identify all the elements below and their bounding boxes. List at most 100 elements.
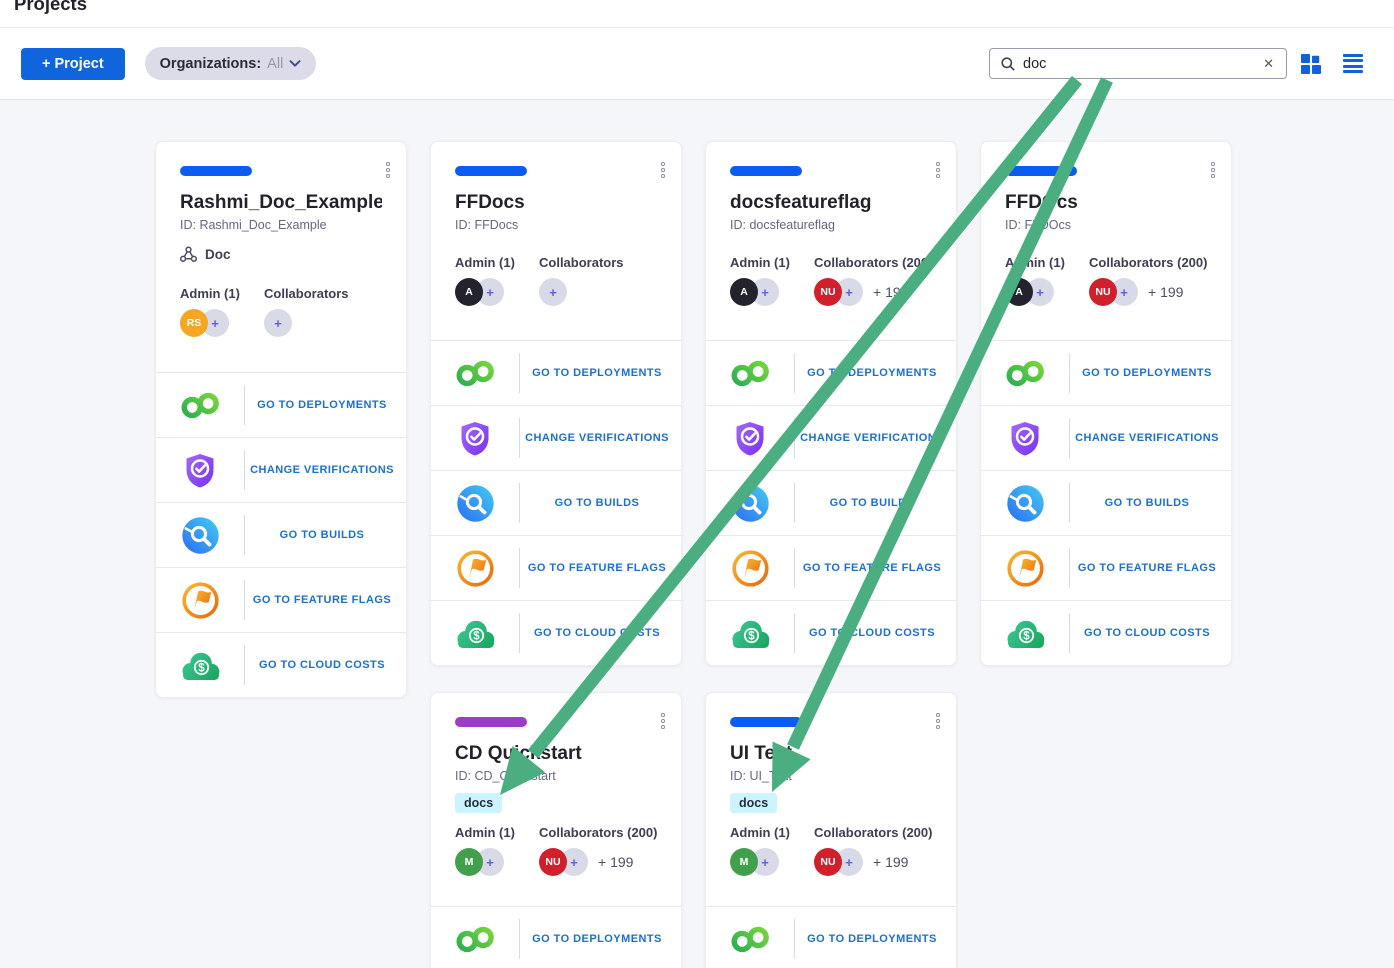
action-link[interactable]: GO TO BUILDS (279, 529, 365, 541)
action-row-builds[interactable]: GO TO BUILDS (706, 470, 956, 535)
new-project-label: + Project (42, 55, 104, 72)
verifications-shield-icon (706, 421, 794, 456)
action-row-verifications[interactable]: CHANGE VERIFICATIONS (431, 405, 681, 470)
people-section: Admin (1) A + Collaborators + (455, 255, 657, 306)
add-admin-button[interactable]: + (476, 278, 504, 306)
action-row-feature-flags[interactable]: GO TO FEATURE FLAGS (156, 567, 406, 632)
collaborators-label: Collaborators (200) (1089, 255, 1208, 270)
kebab-menu-icon[interactable] (1207, 158, 1219, 182)
organizations-filter[interactable]: Organizations: All (144, 47, 317, 80)
action-row-feature-flags[interactable]: GO TO FEATURE FLAGS (981, 535, 1231, 600)
action-row-deployments[interactable]: GO TO DEPLOYMENTS (981, 340, 1231, 405)
search-input[interactable] (1023, 55, 1255, 72)
action-link[interactable]: GO TO BUILDS (1104, 497, 1190, 509)
svg-text:$: $ (1023, 630, 1030, 642)
verifications-shield-icon (981, 421, 1069, 456)
project-id: ID: Rashmi_Doc_Example (180, 218, 327, 232)
kebab-menu-icon[interactable] (932, 709, 944, 733)
action-row-builds[interactable]: GO TO BUILDS (431, 470, 681, 535)
action-row-deployments[interactable]: GO TO DEPLOYMENTS (431, 906, 681, 968)
action-row-cloud-costs[interactable]: $ GO TO CLOUD COSTS (981, 600, 1231, 665)
action-row-feature-flags[interactable]: GO TO FEATURE FLAGS (706, 535, 956, 600)
action-link[interactable]: CHANGE VERIFICATIONS (250, 464, 394, 476)
project-card-cd-quickstart[interactable]: CD Quickstart ID: CD_Quickstart docs Adm… (430, 692, 682, 968)
action-link[interactable]: CHANGE VERIFICATIONS (525, 432, 669, 444)
card-color-bar (1005, 166, 1077, 176)
action-link[interactable]: GO TO BUILDS (554, 497, 640, 509)
action-link[interactable]: GO TO FEATURE FLAGS (802, 562, 942, 574)
people-section: Admin (1) A + Collaborators (200) NU + +… (1005, 255, 1207, 306)
action-row-deployments[interactable]: GO TO DEPLOYMENTS (706, 340, 956, 405)
action-link[interactable]: GO TO DEPLOYMENTS (532, 933, 662, 945)
action-link[interactable]: GO TO BUILDS (829, 497, 915, 509)
admin-avatar: A (730, 278, 758, 306)
action-row-deployments[interactable]: GO TO DEPLOYMENTS (706, 906, 956, 968)
tag-row: docs (455, 793, 657, 813)
add-collaborator-button[interactable]: + (539, 278, 567, 306)
cloud-dollar-icon: $ (981, 618, 1069, 649)
action-link[interactable]: GO TO DEPLOYMENTS (257, 399, 387, 411)
kebab-menu-icon[interactable] (382, 158, 394, 182)
action-row-builds[interactable]: GO TO BUILDS (156, 502, 406, 567)
verifications-shield-icon (156, 453, 244, 488)
action-row-cloud-costs[interactable]: $ GO TO CLOUD COSTS (706, 600, 956, 665)
action-link[interactable]: CHANGE VERIFICATIONS (800, 432, 944, 444)
organization-icon (180, 246, 197, 262)
kebab-menu-icon[interactable] (657, 709, 669, 733)
admin-column: Admin (1) M + (730, 825, 792, 876)
action-link[interactable]: GO TO FEATURE FLAGS (1077, 562, 1217, 574)
collaborators-label: Collaborators (200) (814, 825, 933, 840)
action-link[interactable]: CHANGE VERIFICATIONS (1075, 432, 1219, 444)
admin-avatar: RS (180, 309, 208, 337)
org-name: Doc (205, 247, 231, 262)
collaborator-avatar: NU (814, 278, 842, 306)
action-link[interactable]: GO TO DEPLOYMENTS (1082, 367, 1212, 379)
new-project-button[interactable]: + Project (21, 47, 125, 80)
action-row-deployments[interactable]: GO TO DEPLOYMENTS (156, 372, 406, 437)
action-link[interactable]: GO TO DEPLOYMENTS (807, 933, 937, 945)
list-view-icon[interactable] (1343, 53, 1363, 74)
action-link[interactable]: GO TO DEPLOYMENTS (807, 367, 937, 379)
project-card-ui-text[interactable]: UI Text ID: UI_Text docs Admin (1) M + C… (705, 692, 957, 968)
action-row-deployments[interactable]: GO TO DEPLOYMENTS (431, 340, 681, 405)
card-color-bar (730, 717, 802, 727)
search-box[interactable]: ✕ (989, 48, 1287, 79)
action-link[interactable]: GO TO FEATURE FLAGS (527, 562, 667, 574)
action-row-builds[interactable]: GO TO BUILDS (981, 470, 1231, 535)
builds-magnifier-icon (981, 484, 1069, 522)
project-card-docsfeatureflag[interactable]: docsfeatureflag ID: docsfeatureflag Admi… (705, 141, 957, 666)
project-id: ID: UI_Text (730, 769, 792, 783)
action-row-cloud-costs[interactable]: $ GO TO CLOUD COSTS (156, 632, 406, 697)
action-row-verifications[interactable]: CHANGE VERIFICATIONS (981, 405, 1231, 470)
action-link[interactable]: GO TO CLOUD COSTS (808, 627, 935, 639)
docs-tag: docs (455, 793, 503, 813)
org-filter-label: Organizations: (159, 55, 262, 72)
action-row-verifications[interactable]: CHANGE VERIFICATIONS (706, 405, 956, 470)
kebab-menu-icon[interactable] (657, 158, 669, 182)
action-link[interactable]: GO TO CLOUD COSTS (1083, 627, 1210, 639)
collaborators-overflow-count: + 199 (873, 854, 909, 870)
toolbar: + Project Organizations: All ✕ (0, 28, 1394, 100)
action-row-cloud-costs[interactable]: $ GO TO CLOUD COSTS (431, 600, 681, 665)
project-card-rashmi-doc-example[interactable]: Rashmi_Doc_Example ID: Rashmi_Doc_Exampl… (155, 141, 407, 698)
svg-text:$: $ (198, 662, 205, 674)
clear-search-button[interactable]: ✕ (1263, 55, 1274, 71)
action-link[interactable]: GO TO FEATURE FLAGS (252, 594, 392, 606)
action-link[interactable]: GO TO CLOUD COSTS (258, 659, 385, 671)
project-card-ffdocs-2[interactable]: FFDOcs ID: FFDOcs Admin (1) A + Collabor… (980, 141, 1232, 666)
grid-view-icon[interactable] (1301, 53, 1321, 74)
kebab-menu-icon[interactable] (932, 158, 944, 182)
add-collaborator-button[interactable]: + (264, 309, 292, 337)
action-row-feature-flags[interactable]: GO TO FEATURE FLAGS (431, 535, 681, 600)
action-link[interactable]: GO TO DEPLOYMENTS (532, 367, 662, 379)
card-actions: GO TO DEPLOYMENTS CHANGE VERIFICATIONS (431, 340, 681, 665)
project-card-ffdocs[interactable]: FFDocs ID: FFDocs Admin (1) A + Collabor… (430, 141, 682, 666)
action-link[interactable]: GO TO CLOUD COSTS (533, 627, 660, 639)
card-actions: GO TO DEPLOYMENTS CHANGE VERIFICATIONS (706, 340, 956, 665)
collaborators-column: Collaborators (200) NU + + 199 (539, 825, 657, 876)
magnifier-icon (1001, 56, 1015, 71)
admin-label: Admin (1) (730, 825, 790, 840)
action-row-verifications[interactable]: CHANGE VERIFICATIONS (156, 437, 406, 502)
collaborators-overflow-count: + 199 (598, 854, 634, 870)
collaborators-label: Collaborators (200) (814, 255, 933, 270)
